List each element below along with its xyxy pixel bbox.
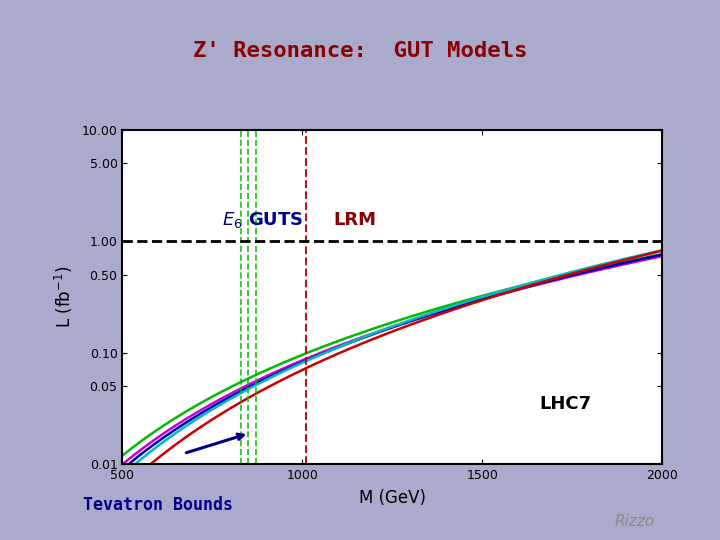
X-axis label: M (GeV): M (GeV)	[359, 489, 426, 507]
Text: Rizzo: Rizzo	[615, 514, 655, 529]
Y-axis label: L (fb$^{-1}$): L (fb$^{-1}$)	[53, 266, 75, 328]
Text: $E_6$ GUTS: $E_6$ GUTS	[222, 210, 304, 230]
Text: LRM: LRM	[333, 211, 376, 229]
Text: Z' Resonance:  GUT Models: Z' Resonance: GUT Models	[193, 41, 527, 62]
Text: Tevatron Bounds: Tevatron Bounds	[84, 496, 233, 514]
Text: LHC7: LHC7	[539, 395, 591, 413]
